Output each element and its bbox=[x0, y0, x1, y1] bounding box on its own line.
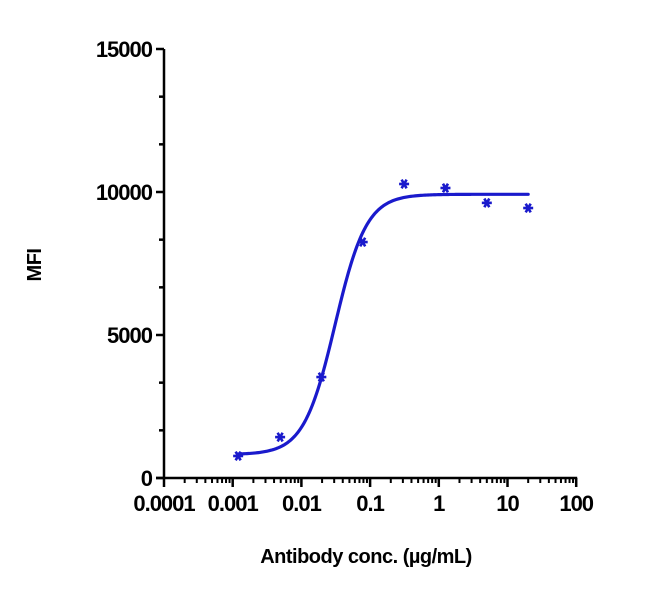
sigmoid-fit-line bbox=[236, 192, 530, 456]
x-tick-label: 1 bbox=[433, 491, 445, 516]
data-point-asterisk-icon bbox=[399, 179, 410, 189]
x-tick-label: 0.01 bbox=[282, 491, 322, 516]
y-tick-label: 5000 bbox=[107, 323, 153, 348]
x-tick-label: 0.001 bbox=[208, 491, 259, 516]
axes: 0 5000 10000 15000 0.0001 0.001 0.01 0.1 1 10 100 bbox=[96, 37, 595, 516]
data-point-asterisk-icon bbox=[275, 432, 286, 443]
x-tick-label: 0.1 bbox=[356, 491, 384, 516]
x-tick-label: 10 bbox=[496, 491, 519, 516]
x-tick-label: 0.0001 bbox=[133, 491, 195, 516]
data-point-asterisk-icon bbox=[357, 237, 368, 248]
y-axis-title: MFI bbox=[24, 249, 46, 282]
y-tick-label: 10000 bbox=[96, 180, 153, 205]
data-point-asterisk-icon bbox=[440, 183, 451, 193]
fit-curve bbox=[236, 192, 530, 456]
y-tick-label: 15000 bbox=[96, 37, 153, 62]
data-point-asterisk-icon bbox=[481, 197, 492, 208]
data-points bbox=[233, 179, 534, 461]
data-point-asterisk-icon bbox=[233, 450, 244, 461]
x-tick-label: 100 bbox=[559, 491, 593, 516]
x-axis-title: Antibody conc. (µg/mL) bbox=[260, 546, 472, 568]
y-tick-label: 0 bbox=[141, 466, 153, 491]
data-point-asterisk-icon bbox=[316, 372, 327, 383]
data-point-asterisk-icon bbox=[523, 203, 534, 213]
